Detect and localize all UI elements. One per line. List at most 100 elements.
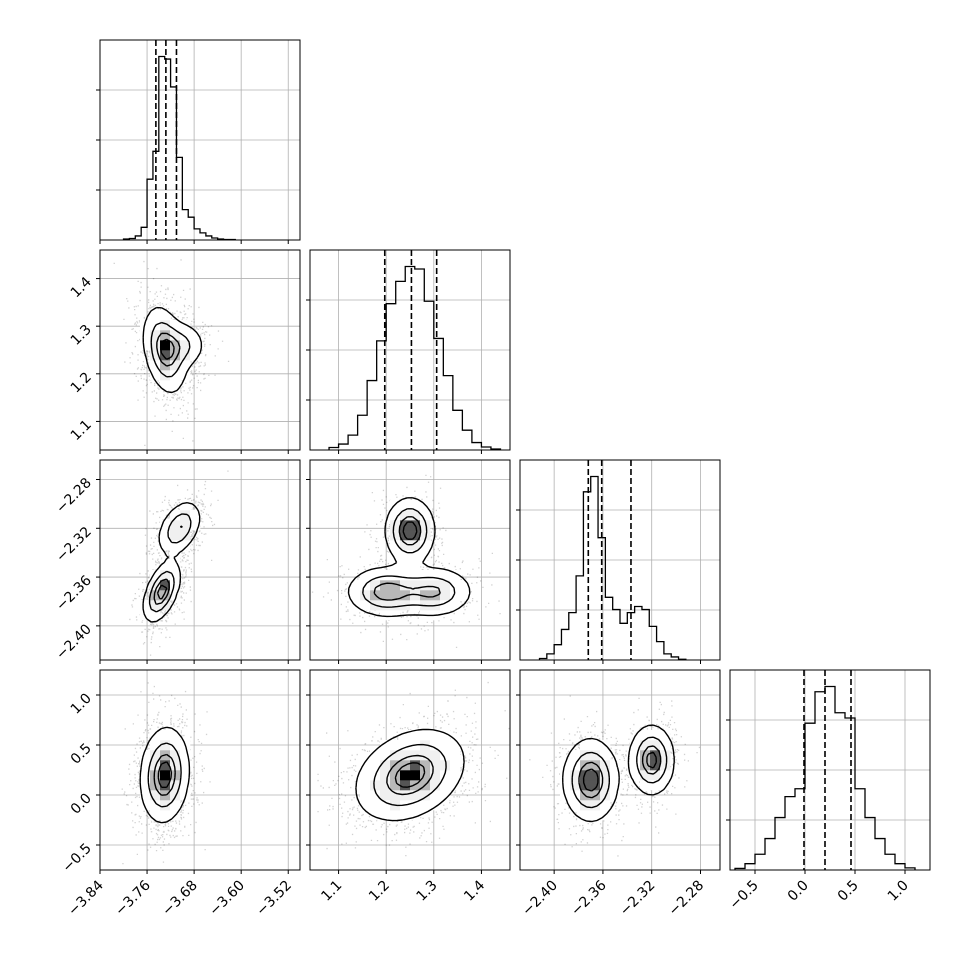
x-tick-label-0-0: −3.84 bbox=[65, 877, 107, 919]
contour-line-2 bbox=[153, 525, 183, 605]
y-tick-label-1-0: 1.1 bbox=[68, 417, 95, 444]
density-cell bbox=[640, 750, 651, 761]
density-cell bbox=[370, 750, 381, 761]
density-cell bbox=[160, 310, 171, 321]
x-tick-label-2-1: −2.36 bbox=[568, 877, 610, 919]
density-cell bbox=[350, 590, 361, 601]
density-cell bbox=[140, 780, 151, 791]
density-cell bbox=[150, 600, 161, 611]
density-cell bbox=[390, 560, 401, 571]
density-cell bbox=[560, 780, 571, 791]
density-cell bbox=[410, 510, 421, 521]
density-cell bbox=[430, 730, 441, 741]
density-cell bbox=[630, 770, 641, 781]
density-cell bbox=[390, 580, 401, 591]
density-cell bbox=[430, 580, 441, 591]
density-cell bbox=[150, 610, 161, 621]
density-cell bbox=[350, 580, 361, 591]
density-cell bbox=[380, 760, 391, 771]
density-cell bbox=[150, 790, 161, 801]
density-cell bbox=[440, 580, 451, 591]
density-cell bbox=[400, 540, 411, 551]
density-cell bbox=[400, 570, 411, 581]
density-cell bbox=[170, 380, 181, 391]
density-cell bbox=[420, 540, 431, 551]
density-cell bbox=[140, 800, 151, 811]
density-cell bbox=[380, 610, 391, 621]
contour-line-0 bbox=[142, 306, 203, 394]
density-cell bbox=[150, 330, 161, 341]
density-cell bbox=[400, 590, 411, 601]
density-cell bbox=[170, 740, 181, 751]
contour-line-0 bbox=[562, 724, 675, 823]
density-cell bbox=[150, 360, 161, 371]
density-cell bbox=[170, 330, 181, 341]
density-cell bbox=[440, 730, 451, 741]
density-cell bbox=[140, 600, 151, 611]
density-cell bbox=[420, 750, 431, 761]
density-cell bbox=[160, 530, 171, 541]
density-cell bbox=[390, 750, 401, 761]
density-cell bbox=[150, 350, 161, 361]
y-tick-label-1-1: 1.2 bbox=[68, 369, 95, 396]
density-cell bbox=[400, 580, 411, 591]
density-cell bbox=[420, 800, 431, 811]
density-cell bbox=[410, 540, 421, 551]
density-cell bbox=[160, 780, 171, 791]
joint-panel-1-3 bbox=[310, 670, 510, 870]
density-cell bbox=[390, 520, 401, 531]
density-cell bbox=[640, 770, 651, 781]
histogram-panel-3 bbox=[730, 670, 930, 870]
density-cell bbox=[160, 760, 171, 771]
density-cell bbox=[160, 340, 171, 351]
density-cell bbox=[150, 800, 161, 811]
density-cell bbox=[360, 600, 371, 611]
density-cell bbox=[600, 760, 611, 771]
density-cell bbox=[580, 800, 591, 811]
density-cell bbox=[440, 760, 451, 771]
density-cell bbox=[150, 770, 161, 781]
x-tick-label-2-0: −2.40 bbox=[519, 878, 561, 920]
density-cell bbox=[420, 580, 431, 591]
contour-line-3 bbox=[159, 338, 175, 360]
density-cell bbox=[400, 510, 411, 521]
density-cell bbox=[400, 790, 411, 801]
density-cell bbox=[420, 790, 431, 801]
density-cell bbox=[160, 580, 171, 591]
joint-frame-0-3 bbox=[99, 669, 301, 871]
density-cell bbox=[170, 510, 181, 521]
x-tick-label-1-0: 1.1 bbox=[318, 878, 345, 905]
density-cell bbox=[660, 750, 671, 761]
density-cell bbox=[650, 770, 661, 781]
x-tick-label-1-2: 1.3 bbox=[414, 878, 441, 905]
density-cell bbox=[420, 770, 431, 781]
density-cell bbox=[640, 730, 651, 741]
density-cell bbox=[650, 780, 661, 791]
density-cell bbox=[660, 730, 671, 741]
density-cell bbox=[380, 740, 391, 751]
x-tick-label-3-3: 1.0 bbox=[885, 878, 912, 905]
density-cell bbox=[360, 790, 371, 801]
x-tick-label-0-3: −3.60 bbox=[206, 878, 248, 920]
density-cell bbox=[380, 810, 391, 821]
density-cell bbox=[440, 780, 451, 791]
density-cell bbox=[180, 360, 191, 371]
joint-frame-0-2 bbox=[99, 459, 301, 661]
density-cell bbox=[430, 740, 441, 751]
density-cell bbox=[160, 330, 171, 341]
density-cell bbox=[150, 810, 161, 821]
density-cell bbox=[430, 790, 441, 801]
density-cell bbox=[600, 780, 611, 791]
density-cell bbox=[360, 590, 371, 601]
contour-line-0 bbox=[139, 726, 191, 824]
density-cell bbox=[600, 790, 611, 801]
density-cell bbox=[420, 760, 431, 771]
density-cell bbox=[450, 600, 461, 611]
contour-line-0 bbox=[347, 497, 471, 618]
joint-frame-1-2 bbox=[309, 459, 511, 661]
y-tick-label-3-3: 1.0 bbox=[68, 691, 95, 718]
density-cell bbox=[360, 800, 371, 811]
density-cell bbox=[400, 780, 411, 791]
density-cell bbox=[160, 770, 171, 781]
